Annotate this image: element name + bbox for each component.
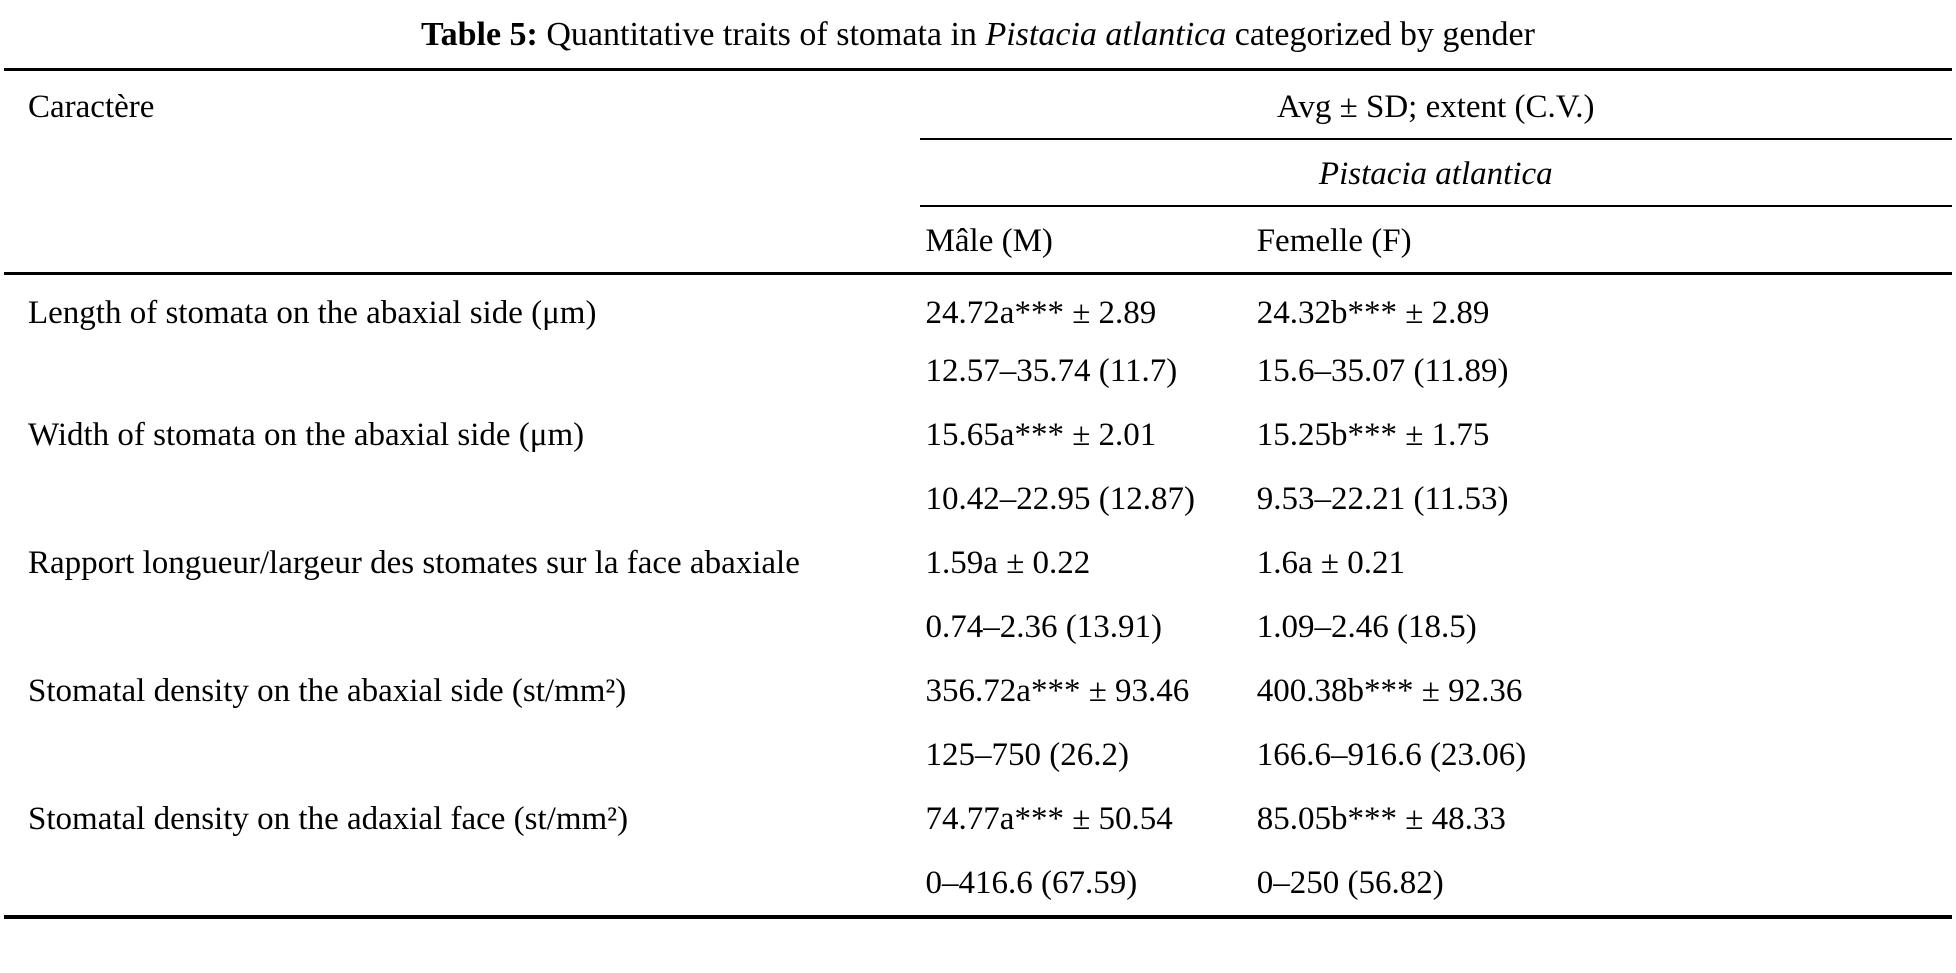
- male-avg-sd: 74.77a*** ± 50.54: [925, 801, 1173, 837]
- caption-text-after: categorized by gender: [1234, 16, 1535, 53]
- female-range-cv: 9.53–22.21 (11.53): [1256, 481, 1509, 517]
- male-range-cv: 12.57–35.74 (11.7): [925, 353, 1178, 389]
- male-values: 356.72a*** ± 93.46 125–750 (26.2): [920, 659, 1251, 787]
- male-range-cv: 10.42–22.95 (12.87): [925, 481, 1196, 517]
- table-row: Stomatal density on the abaxial side (st…: [4, 659, 1952, 787]
- female-range-cv: 1.09–2.46 (18.5): [1256, 609, 1477, 645]
- female-values: 85.05b*** ± 48.33 0–250 (56.82): [1251, 787, 1952, 917]
- column-header-male: Mâle (M): [919, 206, 1251, 275]
- male-avg-sd: 356.72a*** ± 93.46: [925, 673, 1190, 709]
- male-avg-sd: 24.72a*** ± 2.89: [925, 295, 1157, 331]
- table-row: Stomatal density on the adaxial face (st…: [4, 787, 1952, 917]
- trait-name: Stomatal density on the abaxial side (st…: [28, 673, 627, 709]
- header-row-species: Pistacia atlantica: [4, 139, 1952, 207]
- table-row: Width of stomata on the abaxial side (μm…: [4, 403, 1952, 531]
- female-avg-sd: 400.38b*** ± 92.36: [1256, 673, 1523, 709]
- male-values: 24.72a*** ± 2.89 12.57–35.74 (11.7): [920, 274, 1251, 404]
- female-values: 15.25b*** ± 1.75 9.53–22.21 (11.53): [1251, 403, 1952, 531]
- male-range-cv: 125–750 (26.2): [925, 737, 1130, 773]
- male-range-cv: 0.74–2.36 (13.91): [925, 609, 1163, 645]
- table-row: Length of stomata on the abaxial side (μ…: [4, 274, 1952, 404]
- trait-name: Width of stomata on the abaxial side (μm…: [28, 417, 585, 453]
- column-header-trait: Caractère: [4, 69, 920, 275]
- female-avg-sd: 24.32b*** ± 2.89: [1256, 295, 1490, 331]
- stomata-traits-table: Caractère Avg ± SD; extent (C.V.) Pistac…: [4, 68, 1952, 919]
- table-row: Rapport longueur/largeur des stomates su…: [4, 531, 1952, 659]
- table-number-label: Table 5:: [421, 16, 538, 53]
- female-avg-sd: 1.6a ± 0.21: [1256, 545, 1405, 581]
- species-subheader: Pistacia atlantica: [919, 139, 1952, 207]
- female-values: 24.32b*** ± 2.89 15.6–35.07 (11.89): [1251, 274, 1952, 404]
- female-avg-sd: 85.05b*** ± 48.33: [1256, 801, 1506, 837]
- trait-name: Rapport longueur/largeur des stomates su…: [28, 545, 800, 581]
- caption-text-before: Quantitative traits of stomata in: [546, 16, 977, 53]
- male-values: 15.65a*** ± 2.01 10.42–22.95 (12.87): [920, 403, 1251, 531]
- table-caption: Table 5: Quantitative traits of stomata …: [4, 12, 1952, 58]
- column-header-female: Femelle (F): [1250, 206, 1952, 275]
- male-values: 1.59a ± 0.22 0.74–2.36 (13.91): [920, 531, 1251, 659]
- trait-name: Stomatal density on the adaxial face (st…: [28, 801, 629, 837]
- male-range-cv: 0–416.6 (67.59): [925, 865, 1138, 901]
- female-values: 400.38b*** ± 92.36 166.6–916.6 (23.06): [1251, 659, 1952, 787]
- header-row-gender: Mâle (M) Femelle (F): [4, 206, 1952, 275]
- header-row-stats: Caractère Avg ± SD; extent (C.V.): [4, 69, 1952, 275]
- male-avg-sd: 15.65a*** ± 2.01: [925, 417, 1157, 453]
- trait-name: Length of stomata on the abaxial side (μ…: [28, 295, 597, 331]
- female-range-cv: 15.6–35.07 (11.89): [1256, 353, 1509, 389]
- female-avg-sd: 15.25b*** ± 1.75: [1256, 417, 1490, 453]
- column-header-stats: Avg ± SD; extent (C.V.): [919, 69, 1952, 140]
- male-values: 74.77a*** ± 50.54 0–416.6 (67.59): [920, 787, 1251, 917]
- male-avg-sd: 1.59a ± 0.22: [925, 545, 1091, 581]
- female-range-cv: 166.6–916.6 (23.06): [1256, 737, 1527, 773]
- female-range-cv: 0–250 (56.82): [1256, 865, 1444, 901]
- caption-species-name: Pistacia atlantica: [985, 16, 1227, 53]
- female-values: 1.6a ± 0.21 1.09–2.46 (18.5): [1251, 531, 1952, 659]
